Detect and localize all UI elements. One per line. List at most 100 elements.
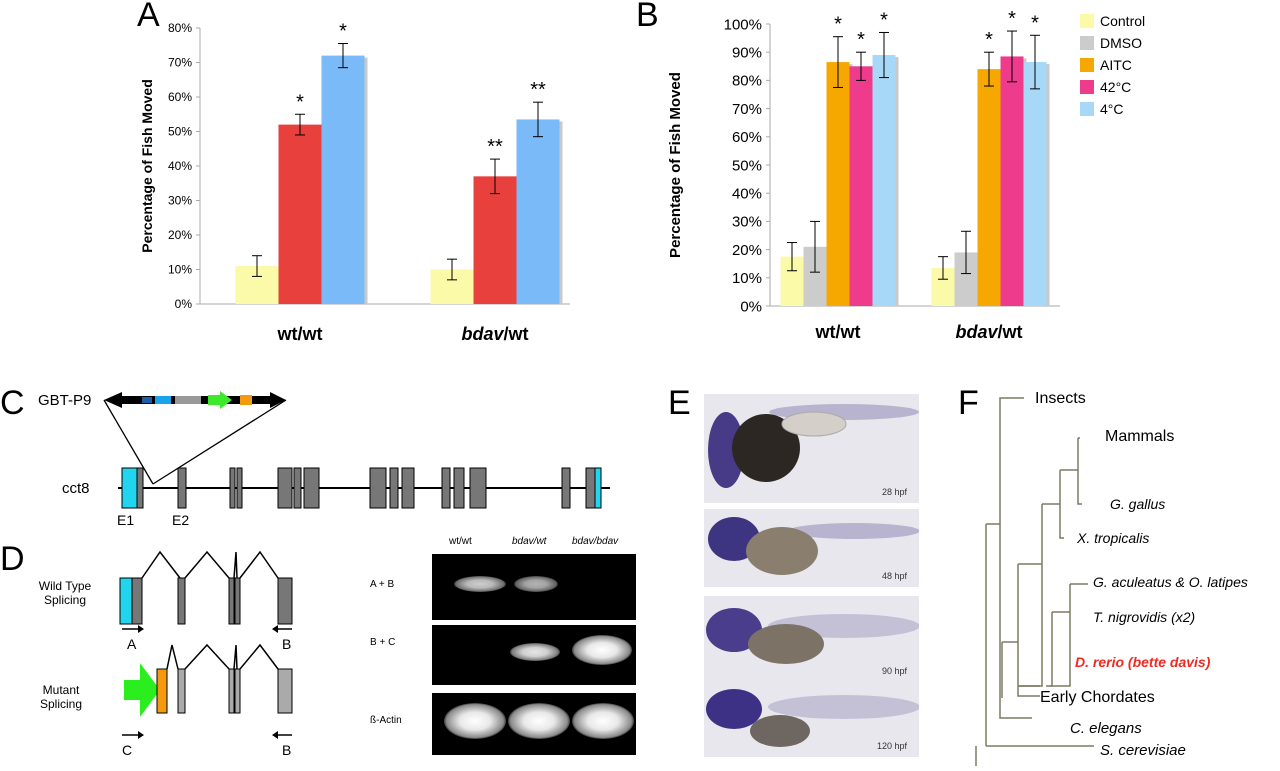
y-tick-label: 70% [732,101,762,118]
bar [826,62,850,306]
group-label: bdav/wt [955,322,1022,342]
wild-type-label: Wild Type Splicing [38,579,92,607]
legend-label: AITC [1100,57,1132,73]
construct-element-gray [175,396,201,404]
exon2-label: E2 [172,512,190,528]
significance-marker: * [339,21,347,43]
panel-label-a: A [137,0,160,34]
gel-band [572,703,634,739]
splicing-diagram [119,550,293,739]
y-axis-title: Percentage of Fish Moved [139,79,155,252]
exon-e2 [177,467,187,509]
bar [977,69,1001,306]
bar [803,246,827,306]
y-tick-label: 80% [168,21,192,35]
gel-band [508,703,570,739]
embryo-image-120hpf: 120 hpf [704,681,919,757]
gene-structure-diagram [103,391,610,509]
bar [780,256,804,306]
primer-b-label: B [282,636,292,652]
construct-element-green-arrow [208,391,232,409]
taxon-mammals: Mammals [1105,428,1175,445]
legend-label: DMSO [1100,35,1142,51]
panel-label-f: F [958,384,979,422]
mutant-label: Mutant Splicing [39,683,83,711]
gel-row-bc: B + C [370,637,396,648]
primer-a-label: A [127,636,137,652]
y-tick-label: 60% [732,129,762,146]
gel-col-wt-wt: wt/wt [449,536,472,547]
y-axis-title: Percentage of Fish Moved [667,72,684,258]
legend-label: Control [1100,13,1145,29]
bar-chart-b: 0% 10% 20% 30% 40% 50% 60% 70% 80% 90% 100% Percent… [667,8,1145,342]
y-tick-label: 0% [175,297,193,311]
gel-band [572,635,632,665]
embryo-drawing [708,517,919,575]
y-tick-label: 50% [732,157,762,174]
bar [1023,62,1047,306]
phylogenetic-tree [975,397,1094,766]
primer-c-label: C [122,742,133,758]
y-tick-label: 10% [168,263,192,277]
embryo-drawing [706,608,919,664]
legend-swatch [1080,102,1094,116]
mutant-green-arrow [124,663,160,717]
legend-label: 4°C [1100,101,1124,117]
taxon-x-tropicalis: X. tropicalis [1077,530,1150,546]
legend-swatch [1080,14,1094,28]
bar [516,119,560,304]
y-tick-label: 20% [168,228,192,242]
group-label: wt/wt [815,322,861,342]
bar [1000,56,1024,307]
construct-label: GBT-P9 [38,392,92,409]
y-tick-label: 30% [168,194,192,208]
gel-actin [432,693,636,755]
gel-col-bdav-bdav: bdav/bdav [572,536,619,547]
y-tick-label: 100% [724,16,762,33]
y-tick-label: 30% [732,214,762,231]
taxon-s-cerevisiae: S. cerevisiae [1100,742,1186,759]
gel-col-bdav-wt: bdav/wt [512,536,547,547]
construct-element-darkblue [142,397,152,403]
construct-element-blue [155,396,171,404]
y-tick-label: 10% [732,270,762,287]
y-tick-label: 70% [168,56,192,70]
significance-marker: ** [487,136,503,158]
gel-band [454,576,506,592]
significance-marker: * [880,9,888,31]
bar [872,55,896,306]
legend-label: 42°C [1100,79,1131,95]
bar [931,267,955,306]
taxon-t-nigrovidis: T. nigrovidis (x2) [1093,609,1196,625]
y-tick-label: 40% [168,159,192,173]
group-label: wt/wt [277,324,323,344]
taxon-g-gallus: G. gallus [1110,496,1166,512]
y-tick-label: 40% [732,185,762,202]
panel-label-d: D [0,540,25,578]
taxon-d-rerio: D. rerio (bette davis) [1075,654,1211,670]
y-tick-label: 50% [168,125,192,139]
stage-label: 120 hpf [876,741,907,751]
embryo-image-48hpf: 48 hpf [704,509,919,587]
significance-marker: * [985,29,993,51]
bar-chart-a: 0% 10% 20% 30% 40% 50% 60% 70% 80% Percentage of … [139,21,570,344]
panel-label-b: B [636,0,659,34]
gel-row-ab: A + B [370,579,395,590]
embryo-drawing [708,404,919,488]
taxon-c-elegans: C. elegans [1070,720,1142,737]
bar [321,55,365,304]
legend-swatch [1080,36,1094,50]
significance-marker: * [1031,12,1039,34]
gel-row-actin: ß-Actin [370,715,402,726]
y-tick-label: 60% [168,90,192,104]
construct-element-orange [240,395,252,405]
y-tick-label: 20% [732,242,762,259]
bar [473,176,517,304]
significance-marker: * [834,14,842,36]
panel-label-c: C [0,384,25,422]
panel-label-e: E [668,384,691,422]
bar [278,124,322,304]
stage-label: 48 hpf [881,571,907,581]
taxon-g-aculeatus-o-latipes: G. aculeatus & O. latipes [1093,574,1248,590]
significance-marker: * [1008,8,1016,30]
